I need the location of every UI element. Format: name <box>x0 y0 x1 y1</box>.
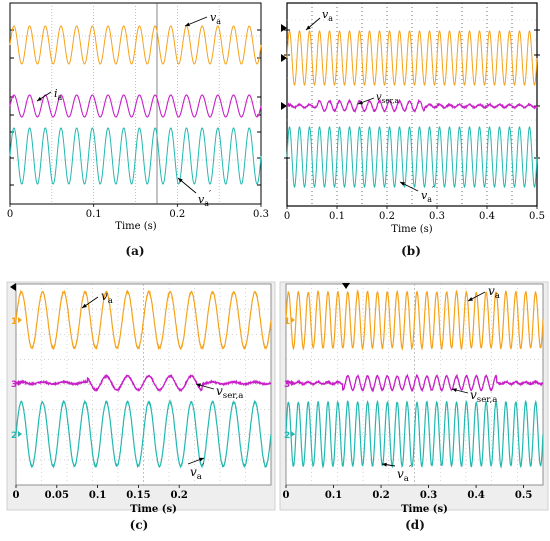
x-tick-label: 0.3 <box>420 490 437 501</box>
caption-a: (a) <box>105 244 165 258</box>
x-tick-label: 0.1 <box>89 490 106 501</box>
x-tick-label: 0.4 <box>479 211 495 222</box>
chart-d: 132vavser,ava′0 0.1 0.2 0.3 0.4 0.5Time (s) <box>280 282 548 515</box>
x-tick-label: 0 <box>13 490 20 501</box>
chart-a: vaiava′0 0.1 0.2 0.3Time (s) <box>7 3 269 232</box>
channel-label: 1 <box>11 317 17 327</box>
chart-b: vavser,ava′0 0.1 0.2 0.3 0.4 0.5Time (s) <box>281 3 545 235</box>
x-axis-label: Time (s) <box>391 224 432 235</box>
x-axis-label: Time (s) <box>130 504 177 515</box>
x-tick-label: 0.3 <box>429 211 445 222</box>
chart-c: 132vavser,ava′0 0.05 0.1 0.15 0.2Time (s) <box>7 282 275 515</box>
x-tick-label: 0.5 <box>529 211 545 222</box>
caption-b: (b) <box>381 244 441 258</box>
x-tick-label: 0 <box>284 211 290 222</box>
x-tick-label: 0.5 <box>515 490 532 501</box>
caption-c: (c) <box>109 518 169 532</box>
channel-label: 2 <box>11 431 17 441</box>
channel-label: 3 <box>284 380 290 390</box>
x-tick-label: 0.3 <box>253 209 269 220</box>
channel-label: 1 <box>284 317 290 327</box>
x-tick-label: 0.4 <box>467 490 484 501</box>
channel-marker <box>281 24 287 32</box>
x-tick-label: 0.1 <box>325 490 342 501</box>
x-axis-label: Time (s) <box>115 221 156 232</box>
x-tick-label: 0 <box>7 209 13 220</box>
x-tick-label: 0.05 <box>45 490 69 501</box>
x-tick-label: 0.2 <box>372 490 389 501</box>
x-tick-label: 0.1 <box>86 209 102 220</box>
caption-d: (d) <box>385 518 445 532</box>
x-tick-label: 0.15 <box>126 490 150 501</box>
x-axis-label: Time (s) <box>401 504 448 515</box>
x-tick-label: 0.2 <box>169 209 185 220</box>
x-tick-label: 0.1 <box>329 211 345 222</box>
x-tick-label: 0 <box>283 490 290 501</box>
channel-label: 3 <box>11 380 17 390</box>
x-tick-label: 0.2 <box>379 211 395 222</box>
x-tick-label: 0.2 <box>170 490 187 501</box>
channel-label: 2 <box>284 431 290 441</box>
